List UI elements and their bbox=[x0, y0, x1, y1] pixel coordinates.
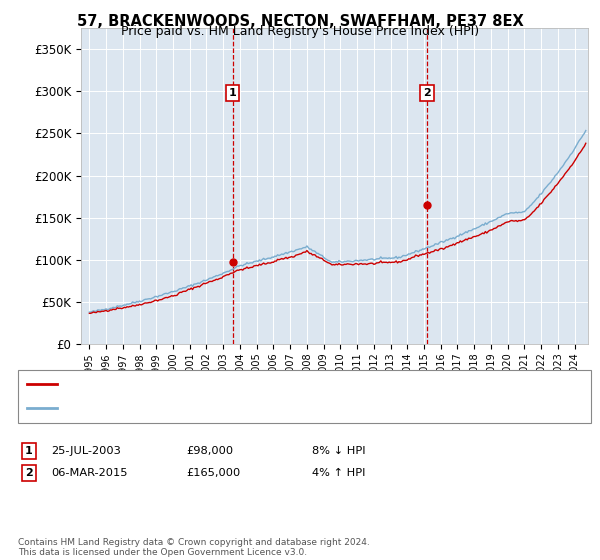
Text: 57, BRACKENWOODS, NECTON, SWAFFHAM, PE37 8EX: 57, BRACKENWOODS, NECTON, SWAFFHAM, PE37… bbox=[77, 14, 523, 29]
Text: 57, BRACKENWOODS, NECTON, SWAFFHAM, PE37 8EX (semi-detached house): 57, BRACKENWOODS, NECTON, SWAFFHAM, PE37… bbox=[63, 380, 452, 390]
Text: 06-MAR-2015: 06-MAR-2015 bbox=[51, 468, 128, 478]
Text: £98,000: £98,000 bbox=[186, 446, 233, 456]
Text: £165,000: £165,000 bbox=[186, 468, 240, 478]
Text: 1: 1 bbox=[25, 446, 32, 456]
Text: Contains HM Land Registry data © Crown copyright and database right 2024.
This d: Contains HM Land Registry data © Crown c… bbox=[18, 538, 370, 557]
Text: 2: 2 bbox=[25, 468, 32, 478]
Text: 25-JUL-2003: 25-JUL-2003 bbox=[51, 446, 121, 456]
Text: 1: 1 bbox=[229, 88, 236, 98]
Text: 8% ↓ HPI: 8% ↓ HPI bbox=[312, 446, 365, 456]
Text: HPI: Average price, semi-detached house, Breckland: HPI: Average price, semi-detached house,… bbox=[63, 403, 325, 413]
Text: Price paid vs. HM Land Registry's House Price Index (HPI): Price paid vs. HM Land Registry's House … bbox=[121, 25, 479, 38]
Text: 2: 2 bbox=[423, 88, 431, 98]
Text: 4% ↑ HPI: 4% ↑ HPI bbox=[312, 468, 365, 478]
